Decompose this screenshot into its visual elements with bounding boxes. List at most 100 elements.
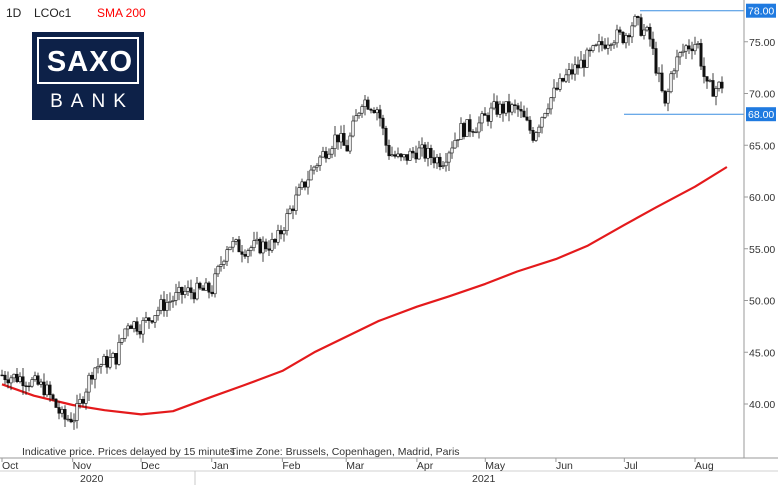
candle-body: [264, 241, 268, 250]
sma-indicator-label[interactable]: SMA 200: [97, 6, 146, 20]
x-tick-label: Feb: [282, 460, 300, 472]
candle-body: [501, 103, 505, 114]
candle-body: [312, 166, 316, 171]
candle-body: [273, 239, 277, 243]
candle-body: [558, 78, 562, 90]
candle-body: [630, 25, 634, 38]
candle-body: [495, 101, 499, 115]
x-tick-label: Oct: [2, 460, 18, 472]
candle-body: [420, 144, 424, 149]
candle-body: [33, 375, 37, 380]
candle-body: [327, 153, 331, 159]
candle-body: [645, 26, 649, 31]
candle-body: [78, 399, 82, 404]
candle-body: [447, 152, 451, 163]
candle-body: [255, 238, 259, 241]
candle-body: [348, 135, 352, 152]
candle-body: [75, 403, 79, 421]
candle-body: [504, 101, 508, 114]
sma-200-line: [1, 166, 728, 416]
candle-body: [612, 42, 616, 46]
symbol-label[interactable]: LCOc1: [34, 6, 72, 20]
candle-body: [681, 50, 685, 53]
timezone-note: Time Zone: Brussels, Copenhagen, Madrid,…: [230, 446, 460, 458]
candle-body: [540, 117, 544, 128]
candle-body: [210, 291, 214, 295]
candle-body: [588, 49, 592, 52]
candle-body: [0, 374, 4, 377]
candle-body: [384, 127, 388, 146]
candle-body: [294, 194, 298, 211]
candle-body: [510, 104, 514, 113]
candle-body: [93, 367, 97, 380]
x-tick-label: Apr: [417, 460, 434, 472]
candle-body: [288, 208, 292, 214]
candle-body: [582, 59, 586, 68]
candle-body: [561, 78, 565, 82]
candle-body: [39, 381, 43, 385]
candle-body: [57, 407, 61, 414]
x-tick-label: Jan: [212, 460, 229, 472]
candle-body: [528, 119, 532, 131]
candle-body: [297, 187, 301, 196]
candle-body: [219, 264, 223, 267]
candle-body: [579, 59, 583, 69]
candle-body: [435, 156, 439, 164]
candle-body: [690, 48, 694, 52]
candle-body: [474, 131, 478, 134]
candle-body: [117, 342, 121, 365]
candle-body: [201, 287, 205, 291]
candle-body: [48, 384, 52, 396]
candle-body: [267, 248, 271, 251]
candle-body: [63, 409, 67, 420]
candle-body: [513, 104, 517, 106]
candle-body: [249, 247, 253, 251]
candle-body: [336, 134, 340, 143]
candle-body: [213, 273, 217, 295]
candle-body: [108, 357, 112, 368]
candle-body: [492, 101, 496, 109]
price-level-badge: [746, 107, 776, 122]
candle-body: [717, 81, 721, 89]
candle-body: [654, 48, 658, 74]
interval-label[interactable]: 1D: [6, 6, 22, 20]
candle-body: [171, 300, 175, 302]
delay-disclaimer: Indicative price. Prices delayed by 15 m…: [22, 446, 236, 458]
candle-body: [591, 45, 595, 51]
candle-body: [231, 240, 235, 248]
candle-body: [186, 287, 190, 292]
candle-body: [516, 105, 520, 110]
candle-body: [396, 153, 400, 157]
y-tick-label: 40.00: [749, 399, 775, 411]
candle-body: [426, 147, 430, 159]
candle-body: [573, 64, 577, 75]
candle-body: [90, 374, 94, 380]
candle-body: [51, 394, 55, 400]
candle-body: [498, 103, 502, 115]
candle-body: [129, 325, 133, 329]
candle-body: [462, 123, 466, 137]
candle-body: [105, 356, 109, 368]
candle-body: [651, 38, 655, 49]
candle-body: [189, 287, 193, 293]
candle-body: [279, 230, 283, 235]
candle-body: [693, 44, 697, 52]
x-tick-label: Jul: [624, 460, 637, 472]
candle-body: [705, 76, 709, 82]
candle-body: [225, 249, 229, 262]
candle-body: [69, 418, 73, 423]
candle-body: [537, 126, 541, 133]
candle-body: [441, 165, 445, 168]
candle-body: [483, 113, 487, 116]
candle-body: [678, 52, 682, 58]
candle-body: [309, 169, 313, 181]
candle-body: [15, 373, 19, 382]
price-level-label: 78.00: [748, 6, 774, 18]
candle-body: [567, 69, 571, 76]
candle-body: [531, 130, 535, 141]
candle-body: [465, 119, 469, 137]
candle-body: [468, 119, 472, 132]
candle-body: [606, 44, 610, 49]
candle-body: [135, 321, 139, 332]
